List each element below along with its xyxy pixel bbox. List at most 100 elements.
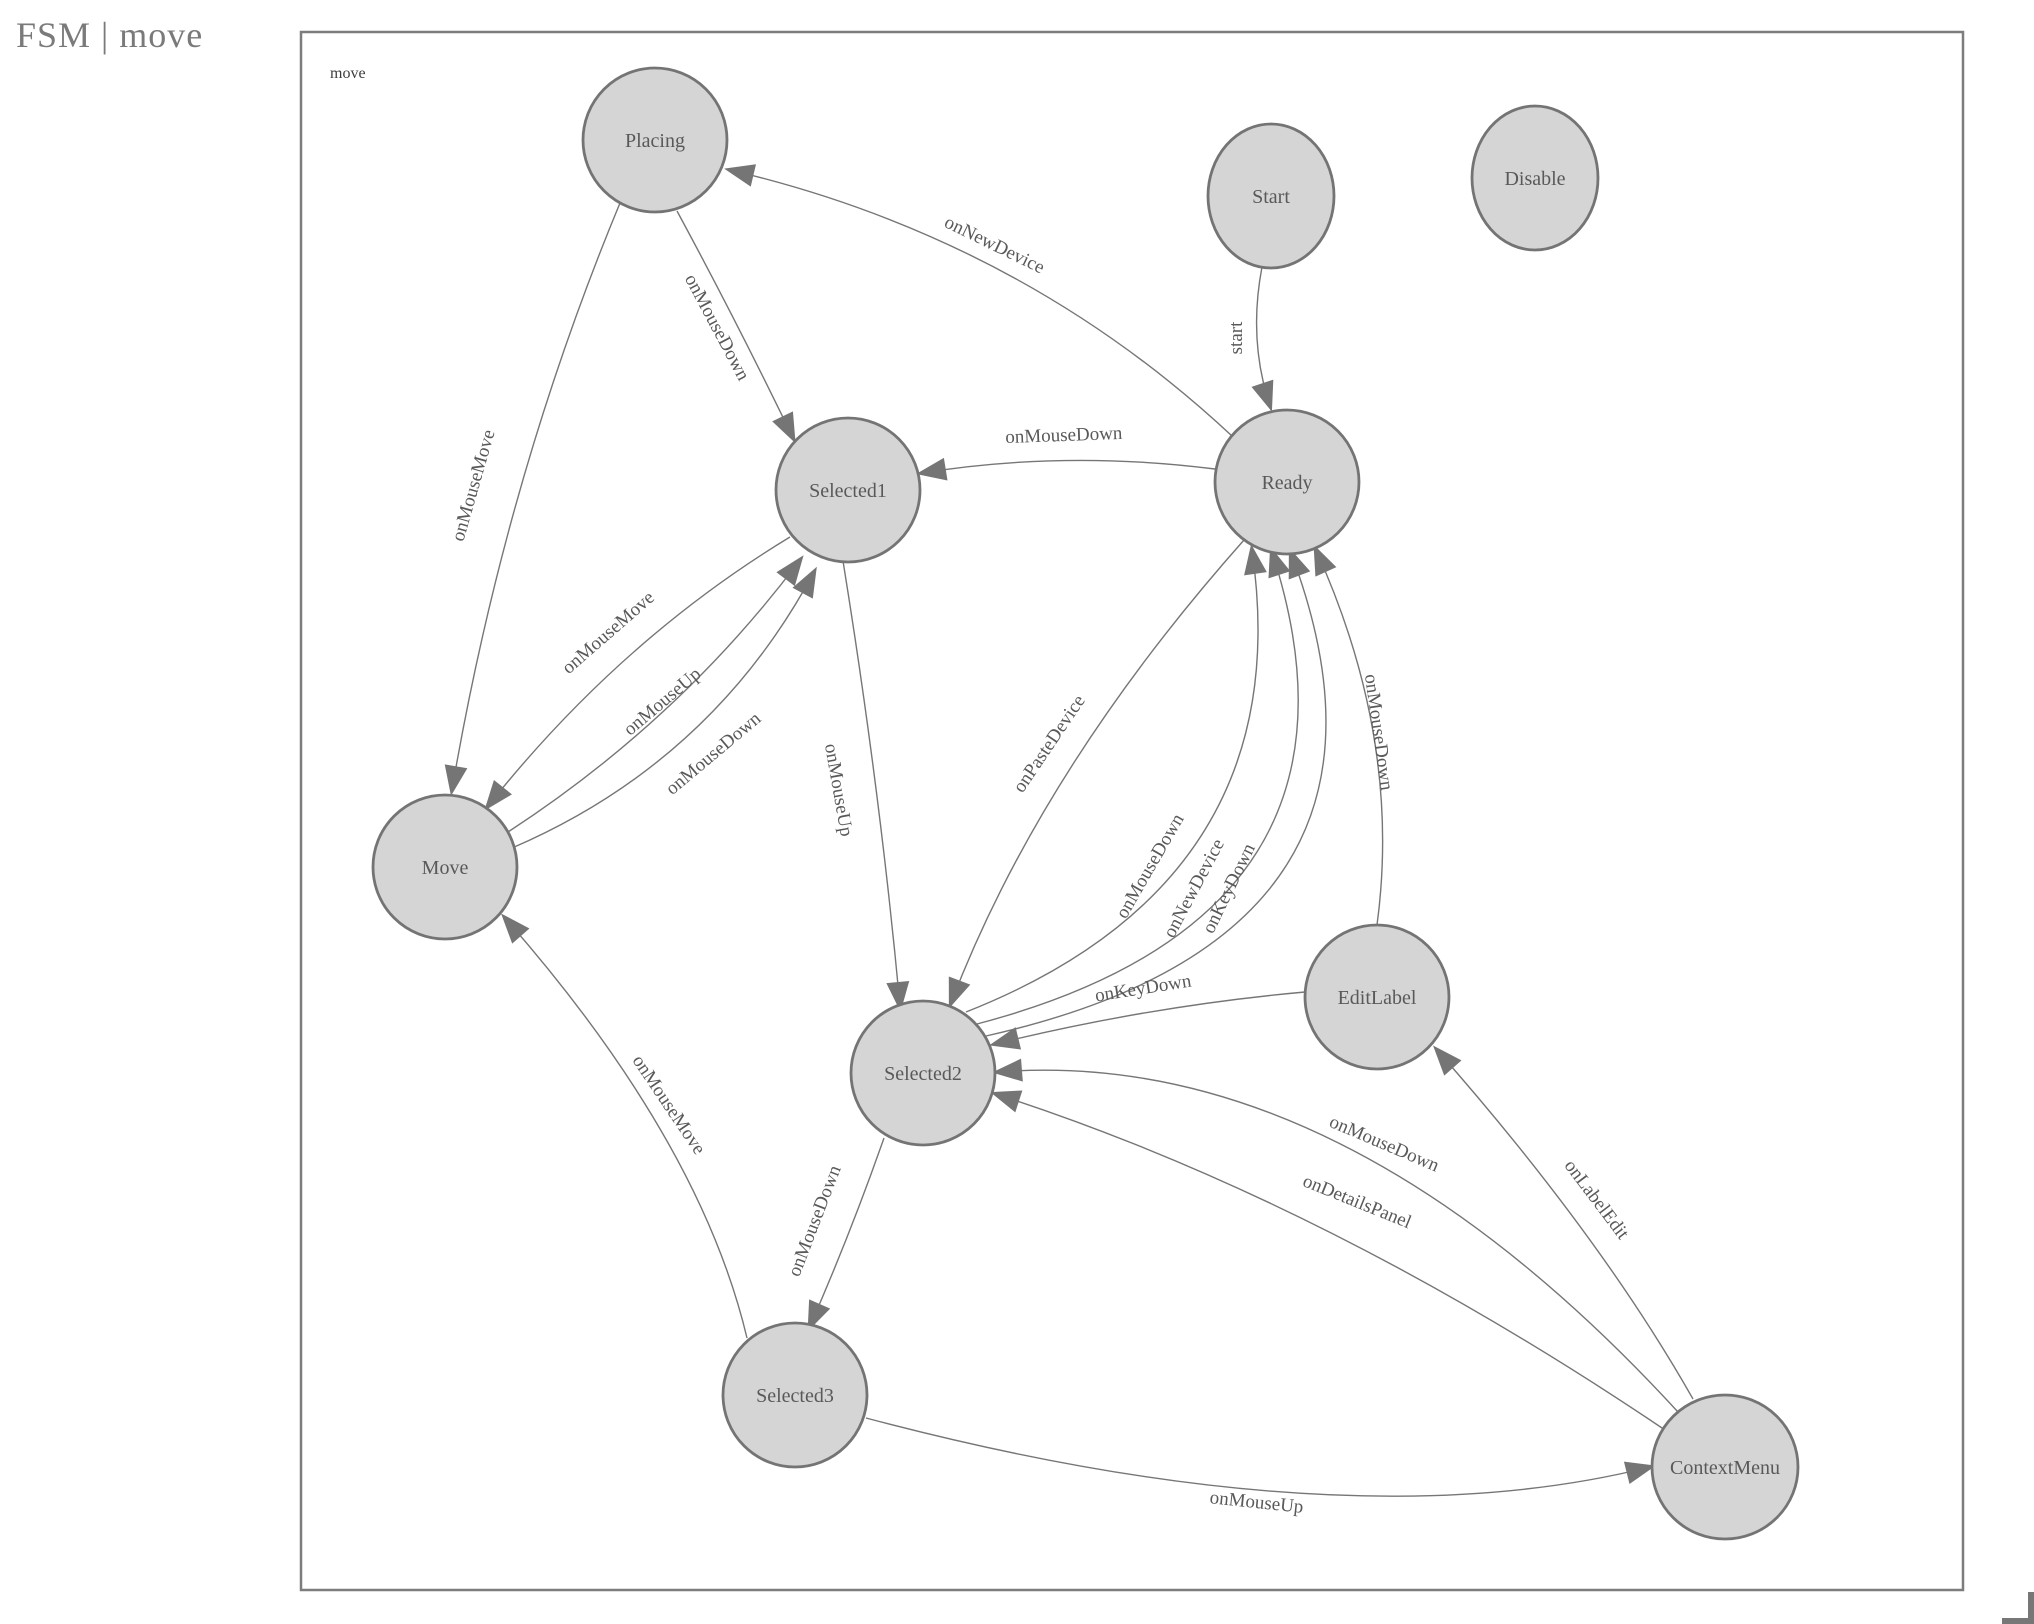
arrowhead-icon — [724, 164, 756, 187]
transition-line — [1436, 1049, 1694, 1400]
edge-selected2-ready: onMouseDown — [965, 544, 1267, 1013]
transition-line — [950, 539, 1245, 1004]
node-contextmenu[interactable]: ContextMenu — [1650, 1393, 1800, 1541]
edge-contextmenu-selected2: onDetailsPanel — [990, 1090, 1666, 1431]
transition-line — [997, 1069, 1679, 1413]
state-label: Placing — [625, 130, 685, 152]
transition-label: onMouseMove — [558, 587, 659, 678]
transition-label: onMouseDown — [1360, 673, 1397, 792]
node-ready[interactable]: Ready — [1213, 408, 1361, 556]
node-selected1[interactable]: Selected1 — [774, 416, 922, 564]
transition-line — [865, 1417, 1651, 1497]
transition-label: onMouseUp — [1209, 1487, 1305, 1518]
arrowhead-icon — [1288, 547, 1311, 580]
transition-label: onMouseUp — [620, 664, 705, 740]
state-label: Selected1 — [809, 480, 887, 502]
transition-line — [809, 1137, 885, 1327]
state-label: Selected3 — [756, 1385, 834, 1407]
arrowhead-icon — [772, 411, 796, 444]
arrowhead-icon — [501, 913, 530, 944]
state-circle[interactable] — [1206, 122, 1336, 270]
state-circle[interactable] — [1303, 923, 1451, 1071]
arrowhead-icon — [948, 976, 971, 1009]
edge-start-ready: start — [1226, 266, 1274, 412]
transition-label: onNewDevice — [941, 212, 1048, 279]
edge-selected2-selected3: onMouseDown — [784, 1137, 885, 1332]
node-placing[interactable]: Placing — [581, 66, 729, 214]
state-circle[interactable] — [774, 416, 922, 564]
node-disable[interactable]: Disable — [1470, 104, 1600, 252]
state-circle[interactable] — [371, 793, 519, 941]
state-circle[interactable] — [849, 999, 997, 1147]
arrowhead-icon — [989, 1027, 1022, 1050]
edge-ready-placing: onNewDevice — [724, 164, 1233, 437]
transition-label: onDetailsPanel — [1300, 1171, 1415, 1234]
transition-label: onMouseDown — [1005, 423, 1123, 448]
state-label: Disable — [1504, 168, 1565, 190]
edge-move-selected1: onMouseUp — [507, 555, 804, 833]
diagram-frame — [299, 30, 1965, 1592]
arrowhead-icon — [1268, 546, 1291, 579]
node-start[interactable]: Start — [1206, 122, 1336, 270]
edge-selected1-selected2: onMouseUp — [820, 560, 910, 1012]
state-circle[interactable] — [1470, 104, 1600, 252]
edge-placing-selected1: onMouseDown — [676, 210, 796, 444]
arrowhead-icon — [807, 1299, 831, 1332]
arrowhead-icon — [990, 1090, 1023, 1113]
state-circle[interactable] — [1650, 1393, 1800, 1541]
transition-label: onMouseUp — [820, 742, 857, 838]
state-label: Selected2 — [884, 1063, 962, 1085]
edge-editlabel-selected2: onKeyDown — [989, 971, 1306, 1050]
transition-label: onPasteDevice — [1009, 691, 1090, 796]
arrowhead-icon — [916, 457, 948, 481]
arrowhead-icon — [992, 1058, 1023, 1082]
edge-ready-selected2: onPasteDevice — [948, 539, 1245, 1009]
edge-placing-move: onMouseMove — [444, 202, 621, 796]
arrowhead-icon — [776, 555, 804, 587]
transition-line — [995, 1093, 1666, 1431]
transition-line — [965, 549, 1259, 1013]
transition-line — [451, 202, 621, 791]
arrowhead-icon — [444, 764, 468, 796]
state-circle[interactable] — [721, 1321, 869, 1469]
transition-line — [842, 560, 901, 1007]
transition-line — [1315, 549, 1384, 926]
transition-line — [507, 559, 801, 833]
state-circle[interactable] — [1213, 408, 1361, 556]
diagram-mode-label: move — [330, 65, 366, 82]
transition-line — [676, 210, 794, 439]
node-selected3[interactable]: Selected3 — [721, 1321, 869, 1469]
edge-contextmenu-editlabel: onLabelEdit — [1433, 1045, 1694, 1400]
transition-label: onMouseDown — [662, 708, 766, 800]
arrowhead-icon — [1313, 544, 1337, 577]
edge-selected3-contextmenu: onMouseUp — [865, 1417, 1656, 1518]
arrowhead-icon — [1433, 1045, 1462, 1076]
transition-line — [487, 536, 791, 807]
node-move[interactable]: Move — [371, 793, 519, 941]
outer-frame-corner — [2028, 1592, 2034, 1624]
state-circle[interactable] — [581, 66, 729, 214]
edge-selected1-move: onMouseMove — [484, 536, 791, 811]
transition-line — [976, 551, 1299, 1025]
node-selected2[interactable]: Selected2 — [849, 999, 997, 1147]
outer-frame-corner — [2002, 1618, 2034, 1624]
transition-line — [994, 991, 1306, 1045]
arrowhead-icon — [792, 566, 817, 599]
transition-line — [511, 571, 815, 849]
arrowhead-icon — [484, 780, 512, 811]
node-editlabel[interactable]: EditLabel — [1303, 923, 1451, 1071]
transition-line — [729, 169, 1233, 437]
transition-label: start — [1226, 321, 1247, 354]
arrowhead-icon — [1623, 1461, 1656, 1484]
edge-ready-selected1: onMouseDown — [916, 423, 1216, 481]
state-label: ContextMenu — [1670, 1457, 1780, 1479]
transition-line — [504, 917, 748, 1339]
state-label: Move — [422, 857, 469, 879]
transition-line — [921, 459, 1216, 474]
state-label: Start — [1252, 186, 1290, 208]
transition-label: onLabelEdit — [1560, 1156, 1634, 1244]
edge-selected3-move: onMouseMove — [501, 913, 748, 1339]
state-label: EditLabel — [1338, 987, 1417, 1009]
edge-selected2-ready: onKeyDown — [985, 547, 1327, 1037]
